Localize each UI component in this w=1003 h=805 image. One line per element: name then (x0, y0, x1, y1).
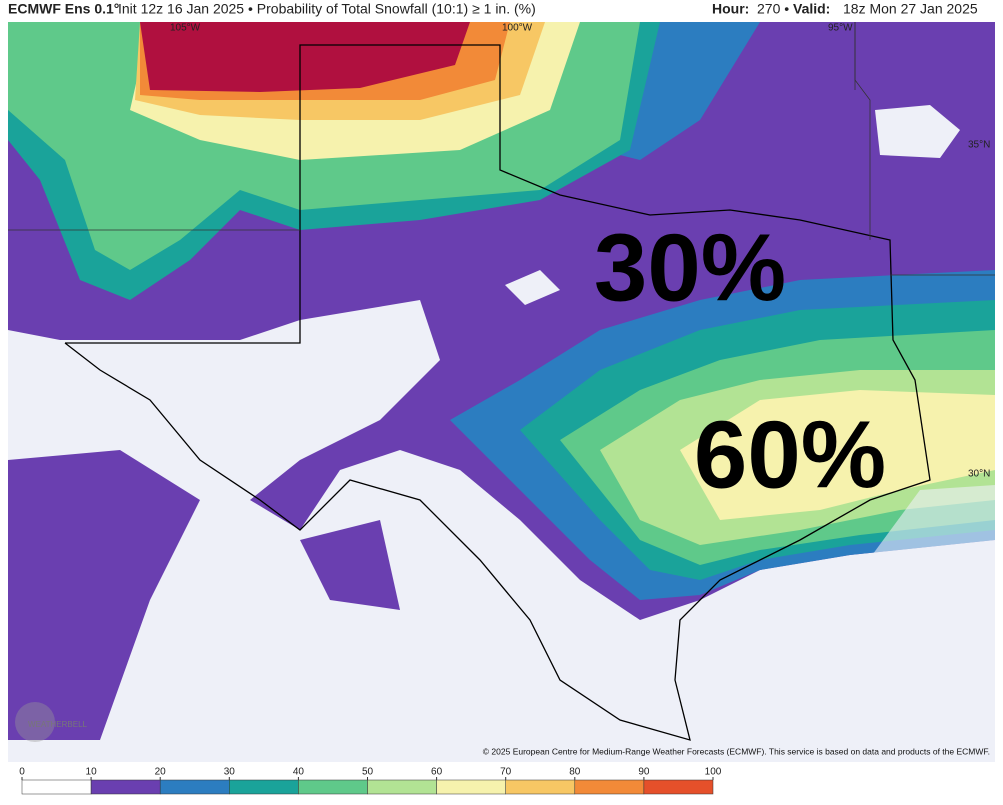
colorbar-swatch (574, 779, 645, 795)
colorbar-tick-label: 30 (224, 767, 236, 778)
colorbar-tick-label: 60 (431, 767, 443, 778)
annotation: 60% (694, 401, 886, 508)
colorbar-swatch (159, 779, 230, 795)
description: Init 12z 16 Jan 2025 • Probability of To… (118, 1, 536, 17)
colorbar-tick-label: 90 (638, 767, 650, 778)
colorbar-swatch (229, 779, 299, 795)
logo: WEATHERBELL (28, 720, 88, 729)
colorbar-tick-label: 0 (19, 767, 25, 778)
colorbar-tick-label: 50 (362, 767, 374, 778)
colorbar-swatch (90, 779, 161, 795)
colorbar-swatch (298, 779, 368, 795)
colorbar-tick-label: 100 (705, 767, 722, 778)
colorbar-tick-label: 10 (86, 767, 98, 778)
colorbar-swatch (367, 779, 437, 795)
colorbar-tick-label: 40 (293, 767, 305, 778)
colorbar-swatch (21, 779, 92, 795)
colorbar: 0 10 20 30 40 50 60 70 80 90 100 (19, 767, 722, 795)
colorbar-swatch (505, 779, 576, 795)
valid-label: Valid: (793, 1, 830, 17)
colorbar-tick-label: 80 (569, 767, 581, 778)
annotation: 30% (594, 214, 786, 321)
colorbar-swatch (436, 779, 506, 795)
copyright: © 2025 European Centre for Medium-Range … (483, 746, 990, 756)
colorbar-tick-label: 20 (155, 767, 167, 778)
map (8, 22, 995, 762)
hour: 270 • (757, 1, 789, 17)
longitude-label: 95°W (828, 23, 853, 34)
colorbar-swatch (643, 779, 714, 795)
latitude-label: 30°N (968, 469, 990, 480)
colorbar-tick-label: 70 (500, 767, 512, 778)
longitude-label: 100°W (502, 23, 533, 34)
longitude-label: 105°W (170, 23, 201, 34)
hour-label: Hour: (712, 1, 749, 17)
latitude-label: 35°N (968, 140, 990, 151)
valid: 18z Mon 27 Jan 2025 (843, 1, 978, 17)
model: ECMWF Ens 0.1° (8, 1, 119, 17)
